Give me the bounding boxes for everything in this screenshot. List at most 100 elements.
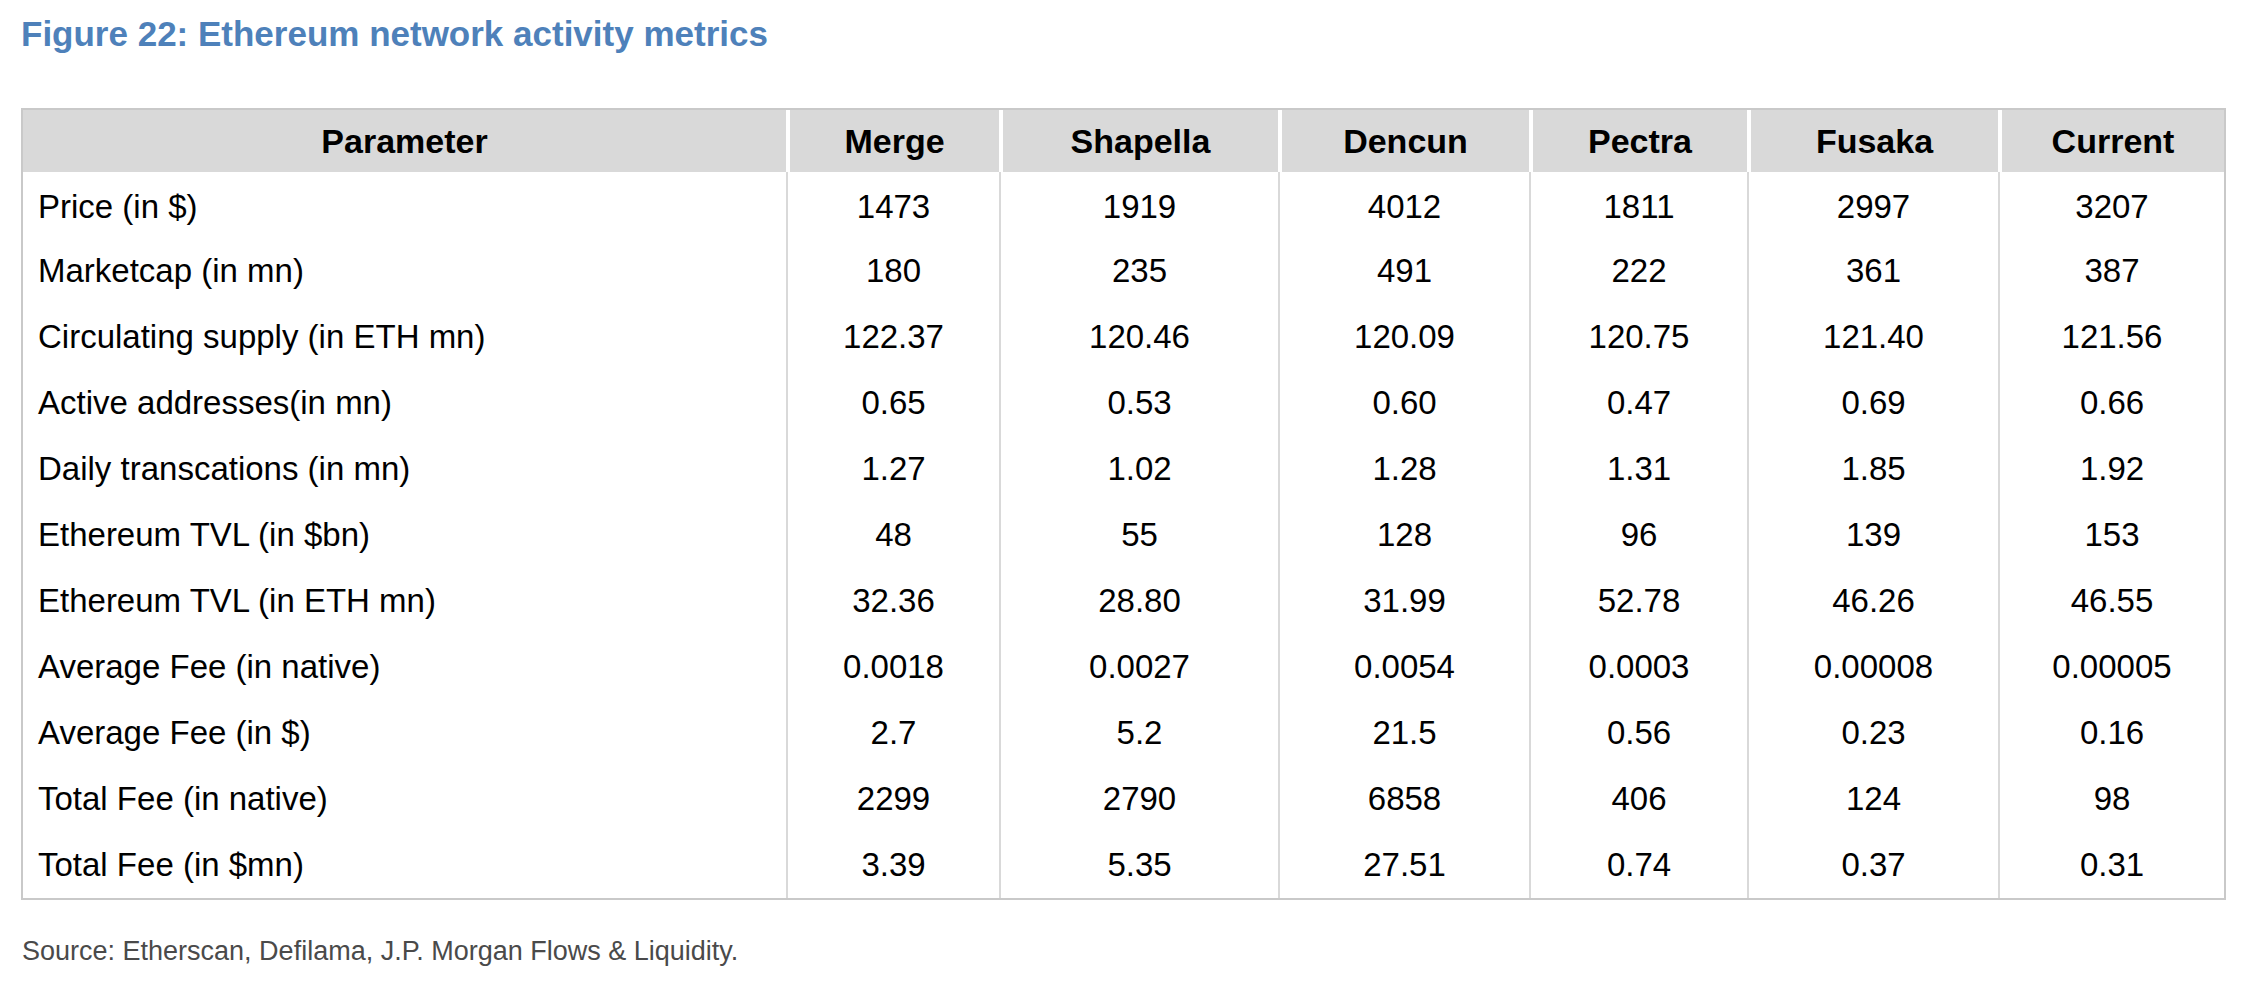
parameter-cell: Ethereum TVL (in $bn) <box>23 502 786 568</box>
table-body: Price (in $)147319194012181129973207Mark… <box>23 172 2224 898</box>
value-cell: 1.02 <box>999 436 1278 502</box>
table-row: Total Fee (in $mn)3.395.3527.510.740.370… <box>23 832 2224 898</box>
value-cell: 0.31 <box>1998 832 2224 898</box>
parameter-cell: Ethereum TVL (in ETH mn) <box>23 568 786 634</box>
value-cell: 27.51 <box>1278 832 1529 898</box>
value-cell: 0.0018 <box>786 634 999 700</box>
value-cell: 139 <box>1747 502 1998 568</box>
table-row: Circulating supply (in ETH mn)122.37120.… <box>23 304 2224 370</box>
parameter-cell: Price (in $) <box>23 172 786 238</box>
column-header-dencun: Dencun <box>1278 110 1529 172</box>
value-cell: 48 <box>786 502 999 568</box>
value-cell: 0.66 <box>1998 370 2224 436</box>
value-cell: 6858 <box>1278 766 1529 832</box>
value-cell: 2.7 <box>786 700 999 766</box>
value-cell: 121.56 <box>1998 304 2224 370</box>
value-cell: 28.80 <box>999 568 1278 634</box>
value-cell: 3207 <box>1998 172 2224 238</box>
value-cell: 387 <box>1998 238 2224 304</box>
column-header-merge: Merge <box>786 110 999 172</box>
value-cell: 4012 <box>1278 172 1529 238</box>
table-head: ParameterMergeShapellaDencunPectraFusaka… <box>23 110 2224 172</box>
table-row: Active addresses(in mn)0.650.530.600.470… <box>23 370 2224 436</box>
value-cell: 31.99 <box>1278 568 1529 634</box>
value-cell: 3.39 <box>786 832 999 898</box>
value-cell: 0.56 <box>1529 700 1747 766</box>
parameter-cell: Total Fee (in $mn) <box>23 832 786 898</box>
value-cell: 98 <box>1998 766 2224 832</box>
value-cell: 1811 <box>1529 172 1747 238</box>
value-cell: 491 <box>1278 238 1529 304</box>
value-cell: 222 <box>1529 238 1747 304</box>
parameter-cell: Daily transcations (in mn) <box>23 436 786 502</box>
column-header-pectra: Pectra <box>1529 110 1747 172</box>
value-cell: 0.65 <box>786 370 999 436</box>
value-cell: 96 <box>1529 502 1747 568</box>
value-cell: 0.69 <box>1747 370 1998 436</box>
value-cell: 1.31 <box>1529 436 1747 502</box>
value-cell: 406 <box>1529 766 1747 832</box>
value-cell: 153 <box>1998 502 2224 568</box>
value-cell: 122.37 <box>786 304 999 370</box>
value-cell: 0.60 <box>1278 370 1529 436</box>
column-header-parameter: Parameter <box>23 110 786 172</box>
table-row: Price (in $)147319194012181129973207 <box>23 172 2224 238</box>
value-cell: 5.35 <box>999 832 1278 898</box>
value-cell: 1473 <box>786 172 999 238</box>
value-cell: 0.53 <box>999 370 1278 436</box>
figure-title: Figure 22: Ethereum network activity met… <box>21 14 2223 54</box>
value-cell: 120.46 <box>999 304 1278 370</box>
column-header-shapella: Shapella <box>999 110 1278 172</box>
value-cell: 55 <box>999 502 1278 568</box>
ethereum-metrics-table: ParameterMergeShapellaDencunPectraFusaka… <box>21 108 2226 900</box>
value-cell: 0.00005 <box>1998 634 2224 700</box>
parameter-cell: Average Fee (in native) <box>23 634 786 700</box>
table-row: Average Fee (in native)0.00180.00270.005… <box>23 634 2224 700</box>
value-cell: 32.36 <box>786 568 999 634</box>
value-cell: 2997 <box>1747 172 1998 238</box>
parameter-cell: Total Fee (in native) <box>23 766 786 832</box>
value-cell: 0.74 <box>1529 832 1747 898</box>
value-cell: 180 <box>786 238 999 304</box>
parameter-cell: Circulating supply (in ETH mn) <box>23 304 786 370</box>
value-cell: 1.85 <box>1747 436 1998 502</box>
parameter-cell: Marketcap (in mn) <box>23 238 786 304</box>
figure-container: Figure 22: Ethereum network activity met… <box>0 0 2244 967</box>
value-cell: 0.0003 <box>1529 634 1747 700</box>
parameter-cell: Average Fee (in $) <box>23 700 786 766</box>
value-cell: 52.78 <box>1529 568 1747 634</box>
value-cell: 2299 <box>786 766 999 832</box>
value-cell: 0.0027 <box>999 634 1278 700</box>
value-cell: 0.16 <box>1998 700 2224 766</box>
value-cell: 1919 <box>999 172 1278 238</box>
value-cell: 361 <box>1747 238 1998 304</box>
value-cell: 2790 <box>999 766 1278 832</box>
column-header-fusaka: Fusaka <box>1747 110 1998 172</box>
column-header-current: Current <box>1998 110 2224 172</box>
header-row: ParameterMergeShapellaDencunPectraFusaka… <box>23 110 2224 172</box>
table-row: Daily transcations (in mn)1.271.021.281.… <box>23 436 2224 502</box>
value-cell: 120.75 <box>1529 304 1747 370</box>
parameter-cell: Active addresses(in mn) <box>23 370 786 436</box>
value-cell: 120.09 <box>1278 304 1529 370</box>
value-cell: 0.23 <box>1747 700 1998 766</box>
value-cell: 128 <box>1278 502 1529 568</box>
value-cell: 0.00008 <box>1747 634 1998 700</box>
value-cell: 0.0054 <box>1278 634 1529 700</box>
table-row: Total Fee (in native)2299279068584061249… <box>23 766 2224 832</box>
source-note: Source: Etherscan, Defilama, J.P. Morgan… <box>22 936 2223 967</box>
table-row: Ethereum TVL (in ETH mn)32.3628.8031.995… <box>23 568 2224 634</box>
value-cell: 46.26 <box>1747 568 1998 634</box>
value-cell: 46.55 <box>1998 568 2224 634</box>
value-cell: 1.27 <box>786 436 999 502</box>
value-cell: 21.5 <box>1278 700 1529 766</box>
value-cell: 121.40 <box>1747 304 1998 370</box>
value-cell: 1.28 <box>1278 436 1529 502</box>
value-cell: 0.47 <box>1529 370 1747 436</box>
value-cell: 5.2 <box>999 700 1278 766</box>
value-cell: 124 <box>1747 766 1998 832</box>
value-cell: 1.92 <box>1998 436 2224 502</box>
table-row: Average Fee (in $)2.75.221.50.560.230.16 <box>23 700 2224 766</box>
table-row: Marketcap (in mn)180235491222361387 <box>23 238 2224 304</box>
value-cell: 235 <box>999 238 1278 304</box>
